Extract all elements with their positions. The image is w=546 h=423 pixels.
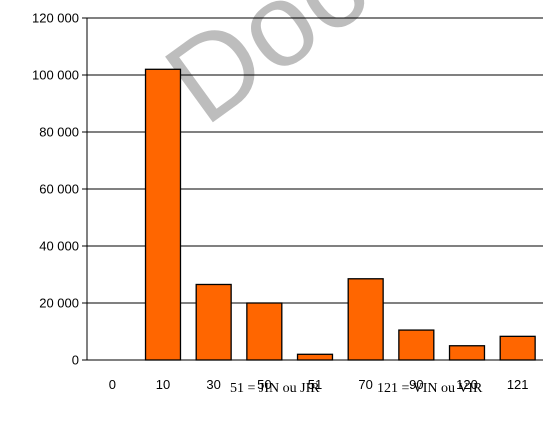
annotation-51: 51 = JIN ou JIR: [230, 381, 320, 396]
y-tick-label: 120 000: [32, 11, 79, 26]
x-tick-label: 90: [409, 377, 423, 392]
y-tick-label: 0: [72, 353, 79, 368]
x-tick-label: 121: [507, 377, 529, 392]
axes: [82, 17, 543, 361]
annotation-121: 121 = VIN ou VIR: [377, 381, 483, 396]
y-tick-label: 20 000: [39, 296, 79, 311]
y-tick-label: 60 000: [39, 182, 79, 197]
bar-90: [398, 329, 435, 361]
y-tick-label: 100 000: [32, 68, 79, 83]
bar-51: [296, 353, 334, 361]
y-tick-label: 80 000: [39, 125, 79, 140]
x-tick-label: 120: [456, 377, 478, 392]
x-tick-label: 70: [358, 377, 372, 392]
bar-121: [499, 335, 536, 361]
x-tick-label: 51: [308, 377, 322, 392]
tick-labels: 0 20 000 40 000 60 000 80 000 100 000 120 000 0…: [32, 11, 529, 393]
x-tick-label: 50: [257, 377, 271, 392]
y-tick-label: 40 000: [39, 239, 79, 254]
x-tick-label: 10: [156, 377, 170, 392]
bar-120: [448, 345, 486, 361]
bar-10: [144, 68, 182, 361]
bar-50: [246, 302, 283, 361]
bars: [144, 68, 536, 361]
bar-70: [347, 278, 384, 361]
x-tick-label: 0: [109, 377, 116, 392]
bar-30: [195, 283, 232, 361]
x-tick-label: 30: [206, 377, 220, 392]
